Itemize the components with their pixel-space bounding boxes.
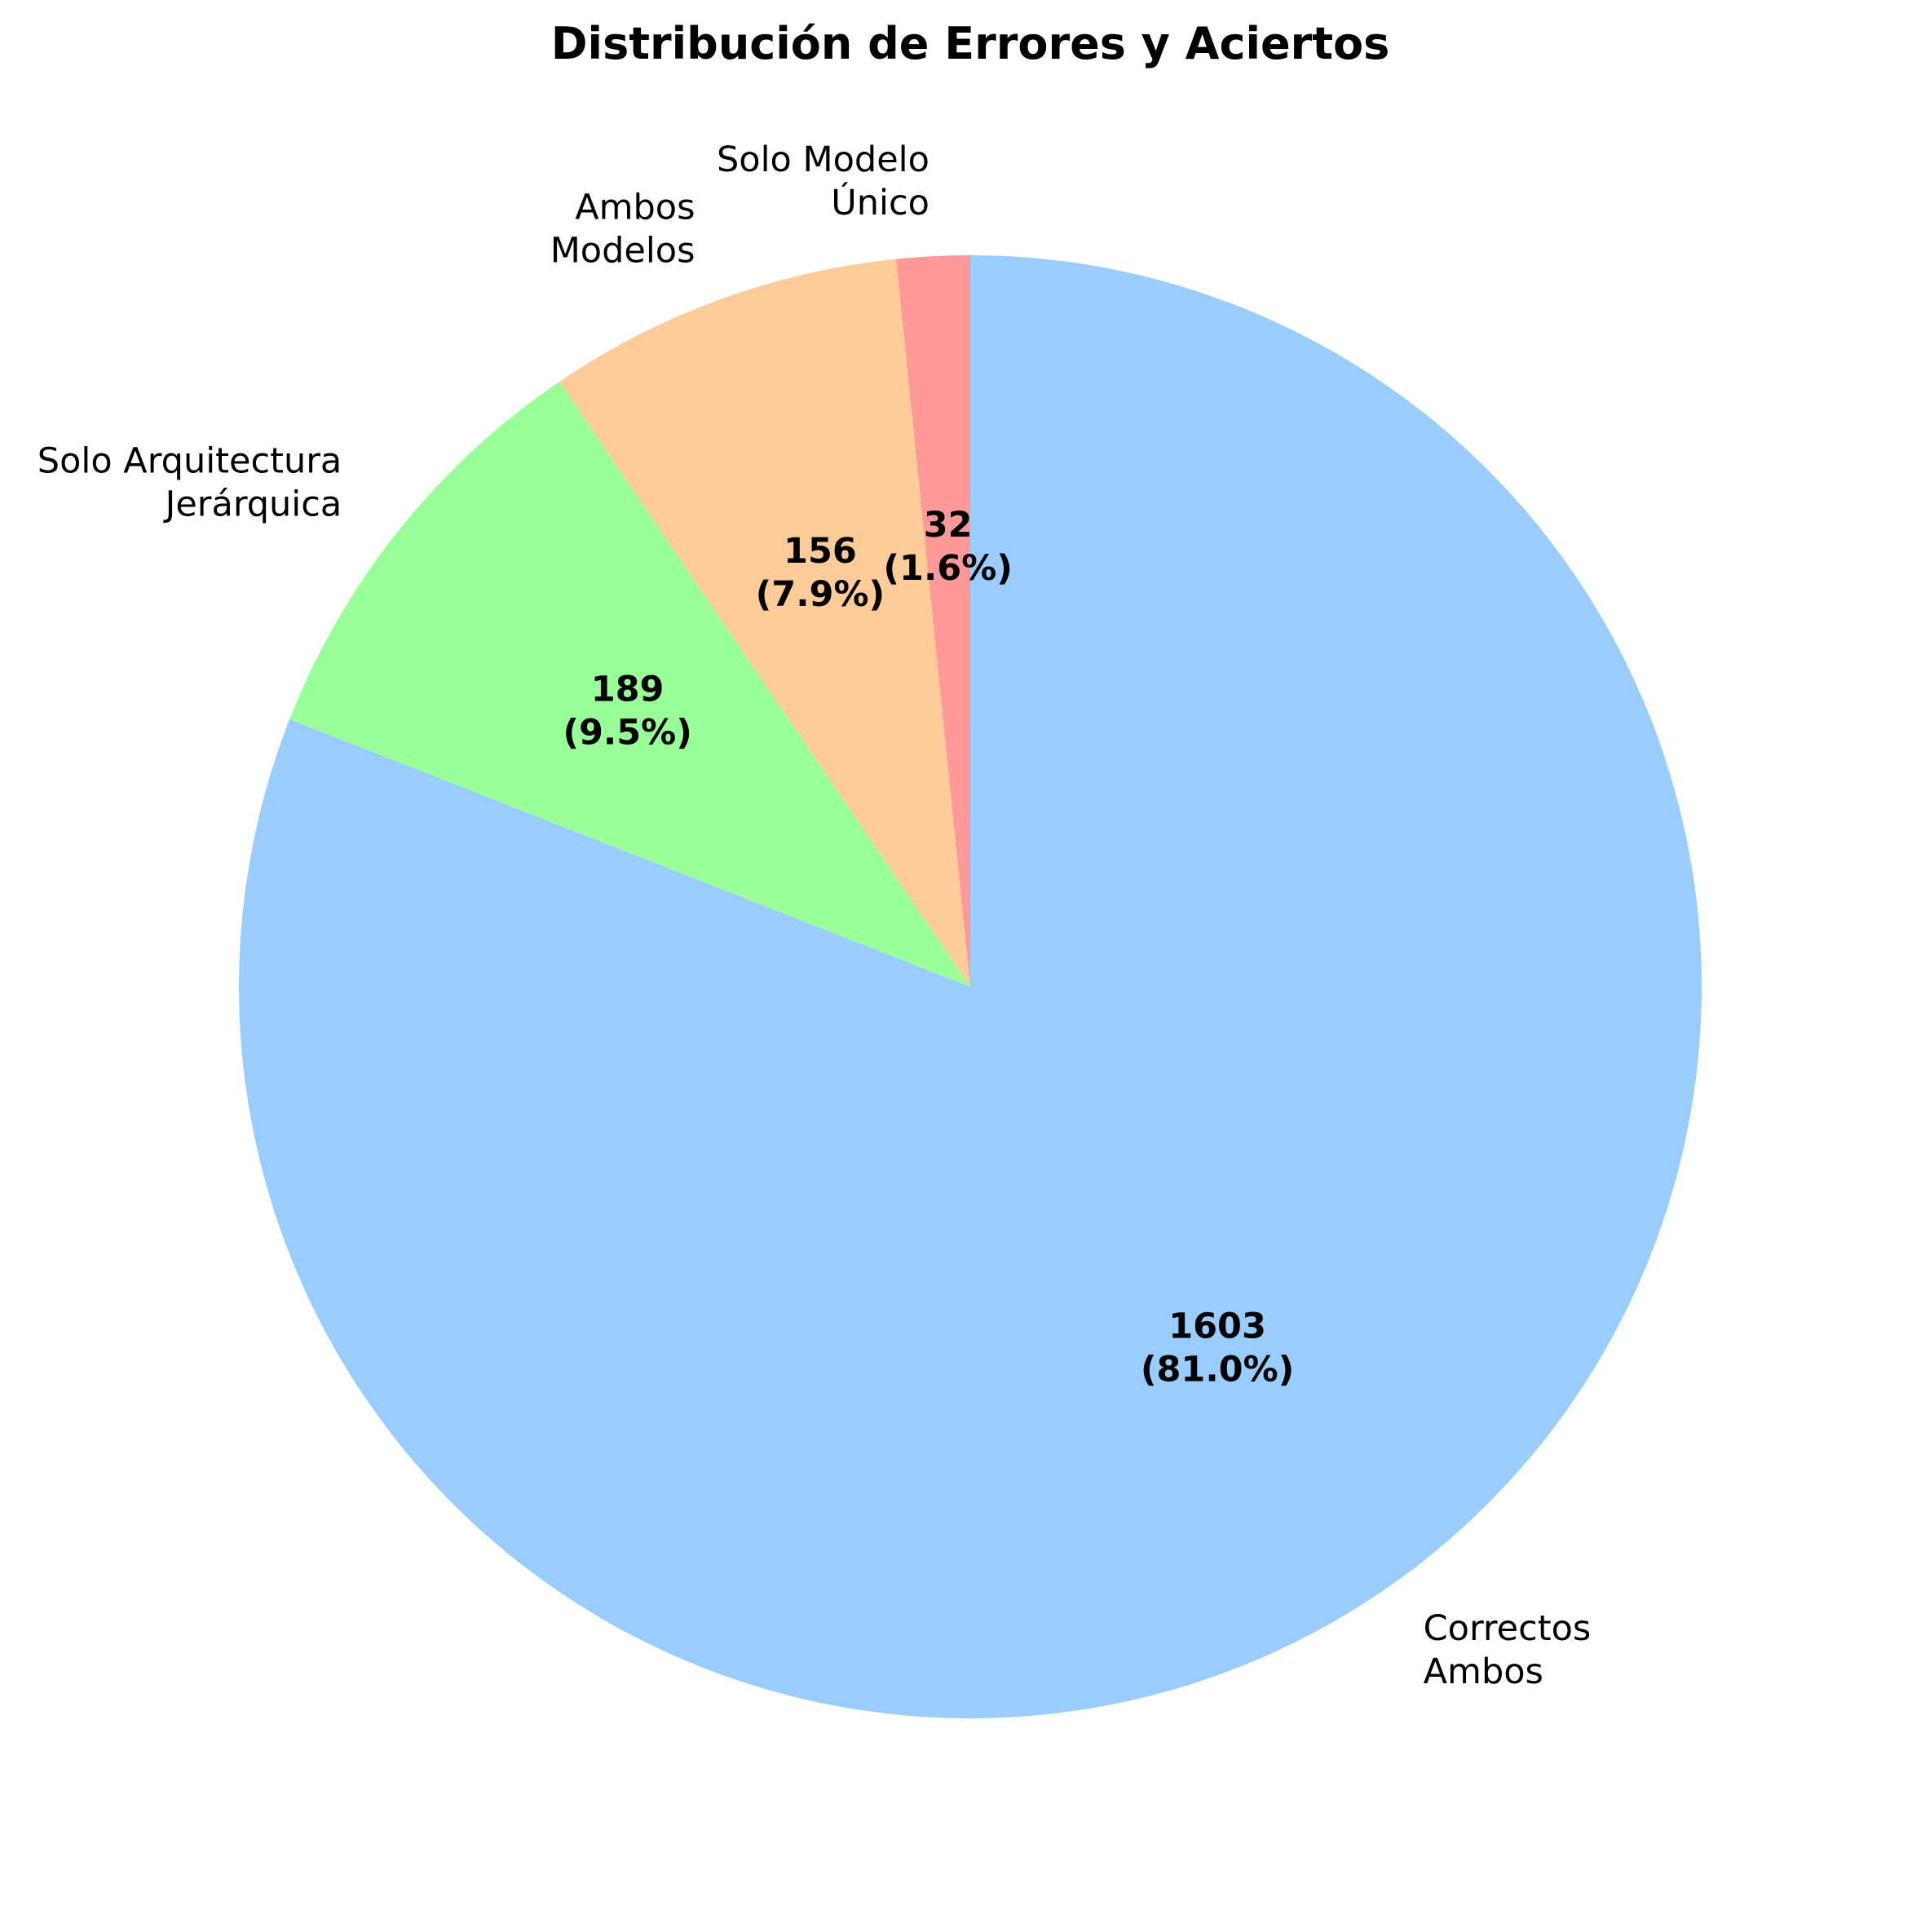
pie-slice-2 (559, 259, 970, 987)
pie-slice-1 (289, 381, 970, 988)
slice-value-label-0: 1603 (81.0%) (1141, 1306, 1294, 1390)
slice-label-0: Correctos Ambos (1424, 1607, 1592, 1691)
pie-labels: Correctos Ambos 1603 (81.0%) Solo Arquitectu… (38, 139, 1592, 1692)
slice-value-label-3: 32 (1.6%) (883, 504, 1013, 588)
slice-value-label-1: 189 (9.5%) (563, 669, 692, 753)
pie-slice-3 (896, 255, 970, 987)
slice-value-label-2: 156 (7.9%) (756, 530, 885, 614)
slice-label-2: Ambos Modelos (550, 187, 695, 271)
pie-slices (239, 255, 1702, 1718)
slice-label-3: Solo Modelo Único (717, 139, 930, 223)
chart-title: Distribución de Errores y Aciertos (551, 18, 1390, 69)
slice-label-1: Solo Arquitectura Jerárquica (38, 440, 342, 524)
